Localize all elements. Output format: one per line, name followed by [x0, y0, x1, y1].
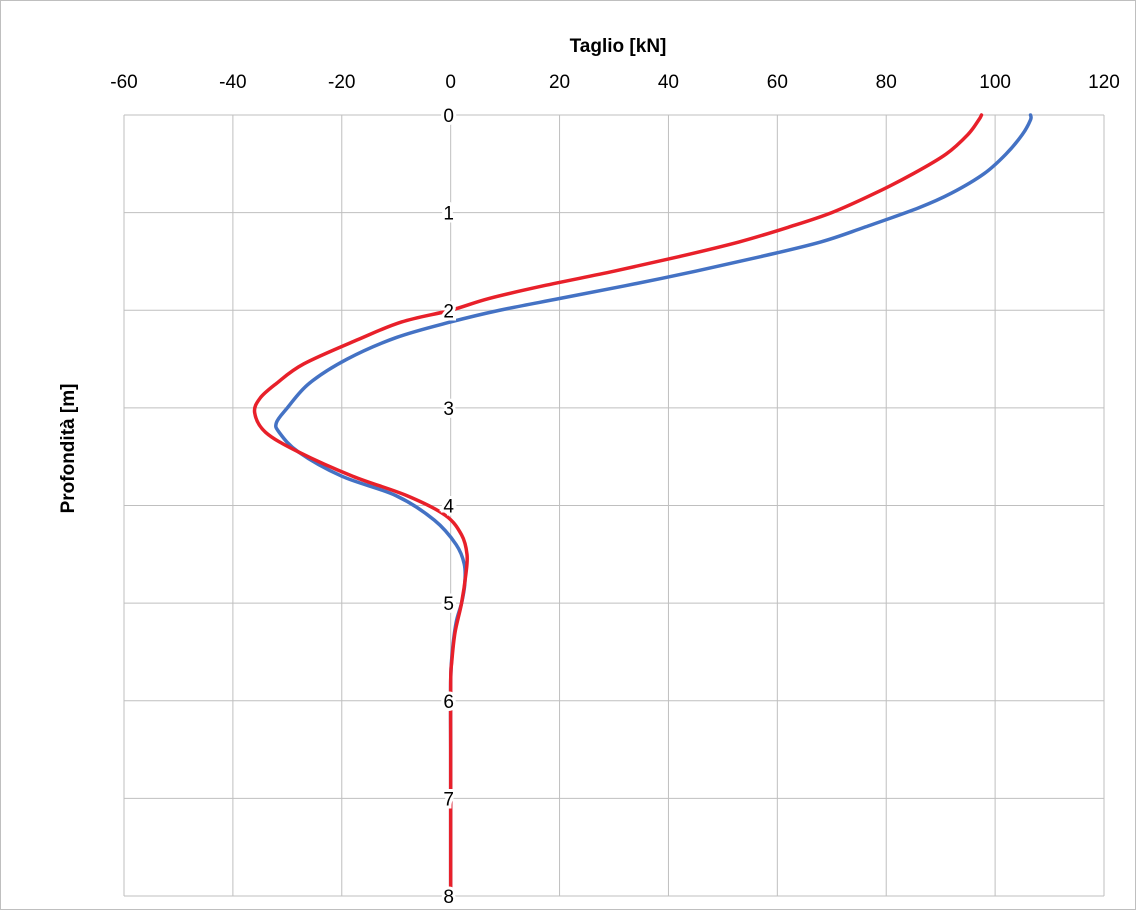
y-tick-label: 7	[443, 789, 454, 810]
x-tick-label: 40	[658, 72, 679, 93]
y-tick-label: 0	[443, 106, 454, 127]
x-tick-label: -40	[219, 72, 246, 93]
y-axis-title: Profondità [m]	[58, 384, 79, 514]
x-tick-label: 20	[549, 72, 570, 93]
y-tick-label: 8	[443, 887, 454, 908]
x-tick-label: 0	[445, 72, 456, 93]
x-tick-label: 100	[979, 72, 1011, 93]
series-layer	[252, 113, 1033, 898]
y-tick-label: 6	[443, 692, 454, 713]
x-tick-label: -60	[110, 72, 137, 93]
y-tick-label: 2	[443, 301, 454, 322]
x-tick-label: -20	[328, 72, 355, 93]
x-tick-label: 120	[1088, 72, 1120, 93]
y-tick-labels: 0 1 2 3 4 5 6 7 8	[440, 103, 457, 910]
x-tick-labels: -60 -40 -20 0 20 40 60 80 100 120	[110, 72, 1120, 93]
grid-layer	[123, 114, 1105, 897]
series-line-2	[252, 113, 984, 898]
y-tick-label: 5	[443, 594, 454, 615]
y-tick-label: 4	[443, 497, 454, 518]
y-tick-label: 3	[443, 399, 454, 420]
y-tick-label: 1	[443, 204, 454, 225]
x-axis-title: Taglio [kN]	[570, 36, 667, 57]
x-tick-label: 80	[876, 72, 897, 93]
x-tick-label: 60	[767, 72, 788, 93]
